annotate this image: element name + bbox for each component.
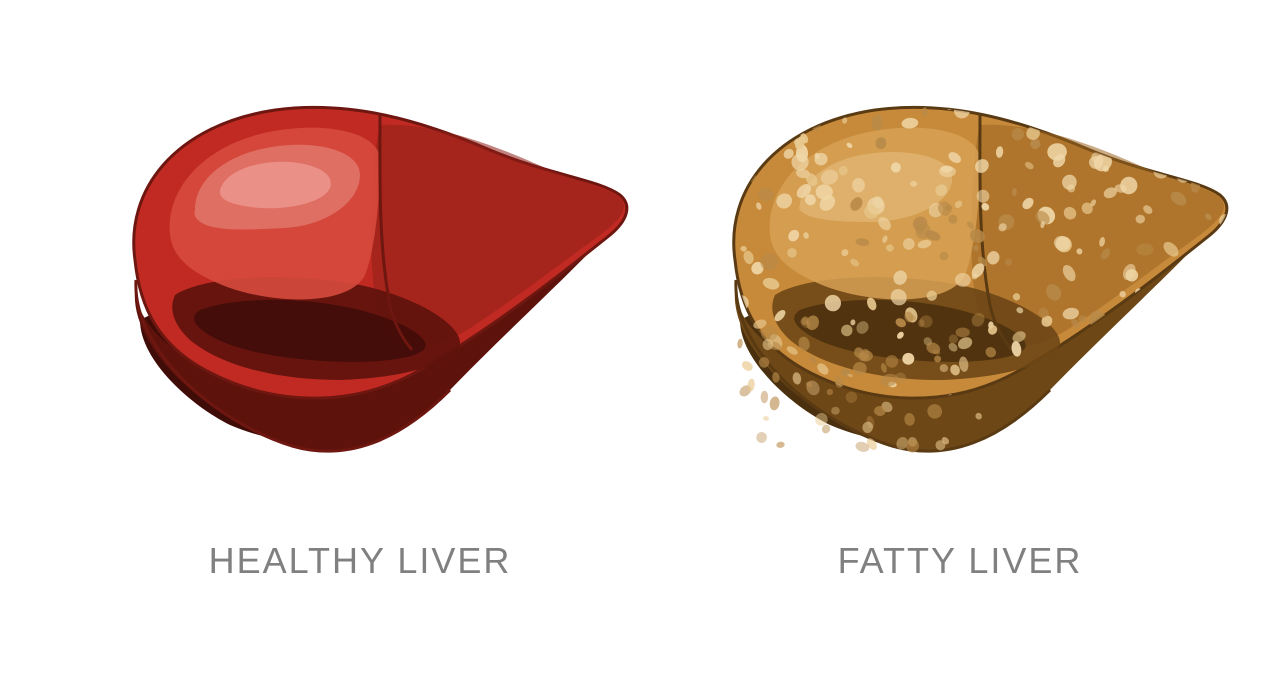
infographic-stage: HEALTHY LIVER FATTY LIVER xyxy=(0,0,1280,688)
fatty-liver-label: FATTY LIVER xyxy=(680,540,1240,582)
healthy-liver-label: HEALTHY LIVER xyxy=(80,540,640,582)
healthy-liver-illustration xyxy=(80,60,640,480)
healthy-liver-svg xyxy=(80,60,640,480)
fatty-liver-svg xyxy=(680,60,1240,480)
fatty-liver-illustration xyxy=(680,60,1240,480)
